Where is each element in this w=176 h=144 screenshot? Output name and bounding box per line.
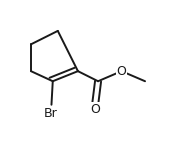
Text: O: O (117, 65, 127, 78)
Text: O: O (90, 103, 100, 116)
Text: Br: Br (44, 107, 58, 120)
